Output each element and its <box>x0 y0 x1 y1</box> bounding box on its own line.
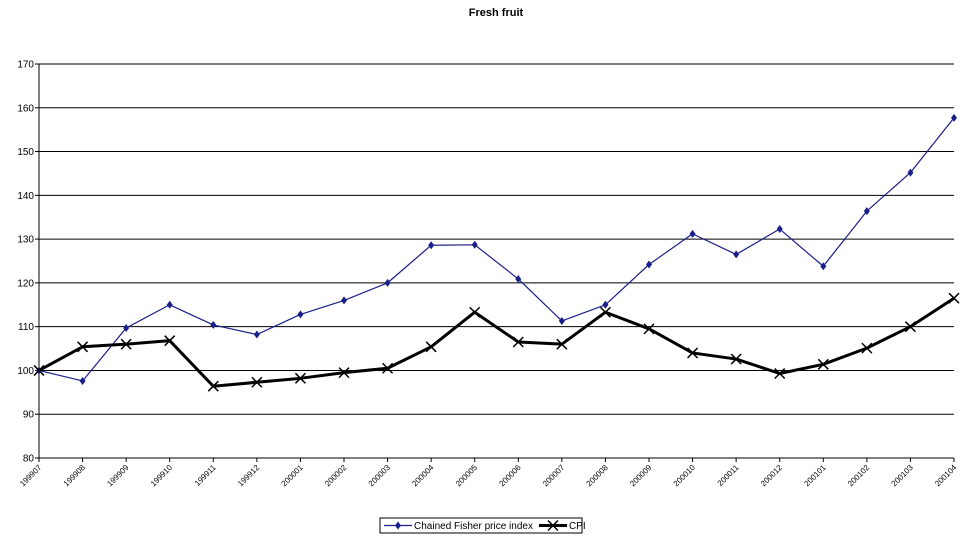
point-marker <box>733 250 740 259</box>
point-marker <box>207 380 219 392</box>
point-marker <box>646 260 652 269</box>
point-marker <box>120 338 132 350</box>
y-tick-label: 80 <box>23 454 35 465</box>
x-tick-label: 200103 <box>890 463 916 489</box>
point-marker <box>164 335 176 347</box>
point-marker <box>599 306 611 318</box>
point-marker <box>689 229 696 238</box>
y-tick-label: 120 <box>17 278 34 289</box>
y-tick-label: 140 <box>17 191 34 202</box>
point-marker <box>77 341 89 353</box>
x-tick-label: 199910 <box>149 463 175 489</box>
point-marker <box>558 316 565 325</box>
point-marker <box>166 300 173 309</box>
y-tick-label: 90 <box>23 410 35 421</box>
x-tick-label: 200010 <box>672 463 698 489</box>
y-tick-label: 110 <box>18 322 34 333</box>
point-marker <box>817 358 829 370</box>
point-marker <box>515 274 522 283</box>
legend-box <box>379 517 583 534</box>
x-tick-label: 200009 <box>628 463 654 489</box>
point-marker <box>602 300 609 309</box>
point-marker <box>861 342 873 354</box>
point-marker <box>556 338 568 350</box>
point-marker <box>123 323 130 332</box>
point-marker <box>251 376 263 388</box>
x-tick-label: 200008 <box>585 463 611 489</box>
point-marker <box>469 306 481 318</box>
x-tick-label: 200002 <box>323 463 349 489</box>
point-marker <box>907 168 914 177</box>
legend-label: Chained Fisher price index <box>414 521 533 532</box>
x-tick-label: 199908 <box>62 463 88 489</box>
point-marker <box>948 292 960 304</box>
legend-marker <box>547 519 559 532</box>
x-tick-label: 199912 <box>236 463 262 489</box>
x-tick-label: 200011 <box>716 463 741 488</box>
x-tick-label: 200003 <box>367 463 393 489</box>
x-tick-label: 200007 <box>541 463 567 489</box>
point-marker <box>294 372 306 384</box>
legend: Chained Fisher price index CPI <box>379 517 586 534</box>
point-marker <box>730 353 742 365</box>
point-marker <box>512 336 524 348</box>
point-marker <box>643 323 655 335</box>
point-marker <box>341 296 347 305</box>
point-marker <box>951 113 957 122</box>
x-tick-label: 199907 <box>18 463 44 489</box>
point-marker <box>33 364 45 376</box>
y-tick-label: 150 <box>17 147 34 158</box>
point-marker <box>79 376 86 385</box>
point-marker <box>253 330 260 339</box>
point-marker <box>210 320 217 329</box>
series-line <box>38 296 955 388</box>
y-tick-label: 100 <box>17 366 34 377</box>
point-marker <box>687 347 699 359</box>
y-tick-label: 170 <box>17 60 34 71</box>
x-tick-label: 200001 <box>280 463 306 489</box>
point-marker <box>904 321 916 333</box>
x-tick-label: 200006 <box>497 463 523 489</box>
x-tick-label: 200004 <box>410 463 436 489</box>
point-marker <box>384 278 391 287</box>
point-marker <box>774 367 786 380</box>
x-tick-label: 199911 <box>193 463 218 488</box>
point-marker <box>297 310 304 319</box>
x-tick-label: 200101 <box>802 463 828 489</box>
x-tick-label: 200104 <box>933 463 959 489</box>
x-tick-label: 199909 <box>105 463 131 489</box>
point-marker <box>338 367 350 379</box>
x-tick-label: 200102 <box>846 463 872 489</box>
point-marker <box>776 225 783 234</box>
x-tick-label: 200005 <box>454 463 480 489</box>
point-marker <box>425 341 437 353</box>
legend-label: CPI <box>569 521 586 532</box>
x-tick-label: 200012 <box>759 463 785 489</box>
y-tick-label: 130 <box>17 235 34 246</box>
point-marker <box>820 262 827 271</box>
chart-title: Fresh fruit <box>469 7 524 19</box>
point-marker <box>382 362 394 374</box>
legend-marker <box>395 521 401 530</box>
point-marker <box>863 207 870 216</box>
point-marker <box>471 240 478 249</box>
point-marker <box>428 241 435 250</box>
y-tick-label: 160 <box>17 103 34 114</box>
series-line <box>38 117 955 382</box>
